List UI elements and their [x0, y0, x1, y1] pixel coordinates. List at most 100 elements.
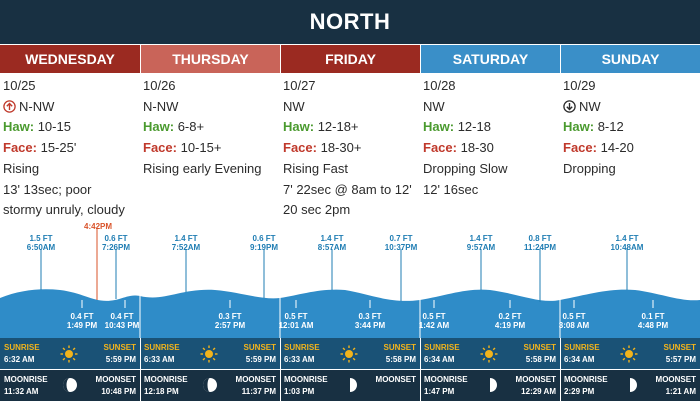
tide-height: 0.1 FT [641, 312, 665, 321]
swell: 13' 13sec; poor [3, 181, 92, 197]
tide-time: 1:49 PM [66, 321, 98, 330]
moonrise-time: 12:18 PM [144, 387, 179, 396]
moon-first-quarter-icon [490, 378, 497, 392]
face-row: Face: 18-30 [423, 138, 563, 159]
tide-time: 10:37PM [384, 243, 418, 252]
tide-height: 1.5 FT [29, 234, 53, 243]
tide-time: 8:57AM [317, 243, 347, 252]
tide-time: 1:42 AM [418, 321, 450, 330]
trend: Dropping [563, 160, 616, 176]
tide-height: 0.4 FT [70, 312, 94, 321]
tide-height: 0.7 FT [389, 234, 413, 243]
forecast-friday: 10/27 NW Haw: 12-18+ Face: 18-30+ Rising… [283, 76, 423, 221]
haw-value: 12-18+ [317, 119, 359, 135]
sunset-label: SUNSET [103, 343, 136, 352]
tide-time: 7:26PM [101, 243, 130, 252]
tab-thursday[interactable]: THURSDAY [141, 45, 280, 73]
tide-time: 9:57AM [466, 243, 496, 252]
sunset-label: SUNSET [383, 343, 416, 352]
tide-time: 3:44 PM [354, 321, 386, 330]
tide-height: 0.5 FT [562, 312, 586, 321]
haw-row: Haw: 6-8+ [143, 117, 283, 138]
face-value: 18-30+ [320, 140, 362, 156]
sun-row: SUNRISE 6:34 AM SUNSET 5:57 PM [561, 338, 700, 369]
tide-height: 0.6 FT [252, 234, 276, 243]
moonrise-label: MOONRISE [4, 375, 48, 384]
moonset-label: MOONSET [95, 375, 136, 384]
tide-time: 2:57 PM [214, 321, 246, 330]
face-value: 10-15+ [180, 140, 222, 156]
trend: Rising early Evening [143, 160, 262, 176]
tide-low: 0.2 FT 4:19 PM [490, 312, 530, 330]
swell: 7' 22sec @ 8am to 12' [283, 181, 412, 197]
face-label: Face: [3, 140, 37, 156]
column-divider [560, 45, 561, 401]
tab-wednesday[interactable]: WEDNESDAY [0, 45, 140, 73]
tide-height: 0.2 FT [498, 312, 522, 321]
face-row: Face: 18-30+ [283, 138, 423, 159]
tide-height: 1.4 FT [469, 234, 493, 243]
tide-time: 10:43 PM [104, 321, 140, 330]
moonrise-label: MOONRISE [424, 375, 468, 384]
tide-height: 1.4 FT [320, 234, 344, 243]
face-label: Face: [563, 140, 597, 156]
haw-row: Haw: 12-18+ [283, 117, 423, 138]
arrow-down-circle-icon [563, 99, 576, 113]
moon-waxing-gibbous-icon [63, 378, 77, 392]
moon-row: MOONRISE 11:32 AM MOONSET 10:48 PM [0, 370, 140, 401]
tide-height: 0.6 FT [104, 234, 128, 243]
haw-label: Haw: [3, 119, 35, 135]
tide-high: 1.5 FT 6:50AM [22, 234, 60, 252]
wind-value: N-NW [19, 98, 55, 114]
sunrise-time: 6:33 AM [144, 355, 175, 364]
tide-height: 0.5 FT [284, 312, 308, 321]
moonset-time: 1:21 AM [665, 387, 696, 396]
tide-height: 0.4 FT [110, 312, 134, 321]
moon-row: MOONRISE 1:47 PM MOONSET 12:29 AM [421, 370, 560, 401]
sun-icon [480, 345, 498, 363]
notes: 20 sec 2pm [283, 202, 351, 218]
sunset-time: 5:57 PM [665, 355, 696, 364]
tab-saturday[interactable]: SATURDAY [421, 45, 560, 73]
sun-icon [340, 345, 358, 363]
haw-label: Haw: [143, 119, 175, 135]
tab-friday[interactable]: FRIDAY [281, 45, 420, 73]
forecast-wednesday: 10/25 N-NW Haw: 10-15 Face: 15-25' Risin… [3, 76, 143, 221]
date: 10/29 [563, 78, 596, 93]
moonrise-time: 1:47 PM [424, 387, 455, 396]
date: 10/25 [3, 78, 36, 93]
trend: Rising Fast [283, 160, 349, 176]
face-label: Face: [143, 140, 177, 156]
tide-low: 0.3 FT 3:44 PM [350, 312, 390, 330]
sunrise-label: SUNRISE [144, 343, 180, 352]
wind-direction: N-NW [143, 97, 283, 118]
wind-value: NW [579, 98, 601, 114]
forecast-thursday: 10/26 N-NW Haw: 6-8+ Face: 10-15+ Rising… [143, 76, 283, 180]
sunset-time: 5:58 PM [525, 355, 556, 364]
tide-high: 1.4 FT 7:52AM [167, 234, 205, 252]
tide-low: 0.5 FT 1:42 AM [414, 312, 454, 330]
haw-value: 8-12 [597, 119, 624, 135]
trend: Dropping Slow [423, 160, 508, 176]
sunrise-time: 6:34 AM [424, 355, 455, 364]
column-divider [280, 45, 281, 401]
moonrise-time: 2:29 PM [564, 387, 595, 396]
tide-time: 4:19 PM [494, 321, 526, 330]
face-label: Face: [423, 140, 457, 156]
tide-wave [0, 228, 700, 338]
tide-height: 1.4 FT [174, 234, 198, 243]
moonrise-label: MOONRISE [564, 375, 608, 384]
tide-low: 0.1 FT 4:48 PM [633, 312, 673, 330]
tab-sunday[interactable]: SUNDAY [561, 45, 700, 73]
moonrise-label: MOONRISE [144, 375, 188, 384]
haw-label: Haw: [283, 119, 315, 135]
tide-time: 9:19PM [249, 243, 278, 252]
haw-value: 10-15 [37, 119, 71, 135]
moon-row: MOONRISE 12:18 PM MOONSET 11:37 PM [141, 370, 280, 401]
tide-low: 0.4 FT 10:43 PM [102, 312, 142, 330]
swell: 12' 16sec [423, 181, 479, 197]
haw-label: Haw: [563, 119, 595, 135]
tide-low: 0.3 FT 2:57 PM [210, 312, 250, 330]
tide-time: 11:24PM [523, 243, 557, 252]
sunrise-time: 6:33 AM [284, 355, 315, 364]
